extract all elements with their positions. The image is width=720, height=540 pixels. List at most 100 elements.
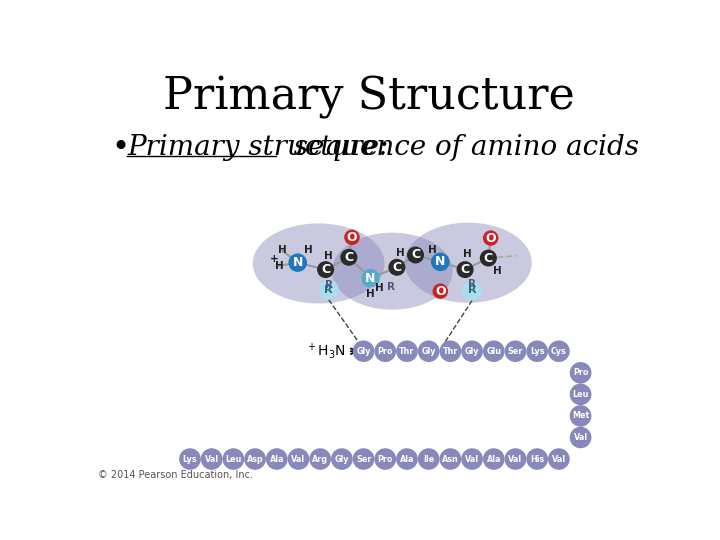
Circle shape xyxy=(462,340,483,362)
Text: Lys: Lys xyxy=(183,455,197,463)
Text: H: H xyxy=(463,249,472,259)
Text: Ala: Ala xyxy=(487,455,501,463)
Circle shape xyxy=(344,230,360,245)
Text: N: N xyxy=(365,272,376,285)
Text: Val: Val xyxy=(508,455,523,463)
Circle shape xyxy=(317,261,334,278)
Text: H: H xyxy=(278,245,287,255)
Circle shape xyxy=(431,253,449,271)
Circle shape xyxy=(548,340,570,362)
Text: Arg: Arg xyxy=(312,455,328,463)
Circle shape xyxy=(179,448,201,470)
Text: O: O xyxy=(346,231,357,244)
Text: C: C xyxy=(392,261,402,274)
Text: H: H xyxy=(395,248,405,258)
Text: Leu: Leu xyxy=(572,390,589,399)
Text: Val: Val xyxy=(204,455,219,463)
Text: Pro: Pro xyxy=(377,455,393,463)
Text: © 2014 Pearson Education, Inc.: © 2014 Pearson Education, Inc. xyxy=(98,470,253,480)
Circle shape xyxy=(548,448,570,470)
Circle shape xyxy=(388,259,405,276)
Text: Cys: Cys xyxy=(551,347,567,356)
Text: His: His xyxy=(530,455,544,463)
Text: H: H xyxy=(366,289,375,299)
Text: +: + xyxy=(270,254,279,264)
Circle shape xyxy=(287,448,310,470)
Text: $^+$H$_3$N: $^+$H$_3$N xyxy=(305,341,346,361)
Text: H: H xyxy=(492,266,501,276)
Circle shape xyxy=(526,340,548,362)
Circle shape xyxy=(396,448,418,470)
Circle shape xyxy=(462,448,483,470)
Circle shape xyxy=(570,383,591,405)
Text: Gly: Gly xyxy=(465,347,480,356)
Text: Asn: Asn xyxy=(442,455,459,463)
Text: Met: Met xyxy=(572,411,589,421)
Circle shape xyxy=(570,362,591,383)
Circle shape xyxy=(289,253,307,272)
Text: H: H xyxy=(324,251,333,261)
Circle shape xyxy=(244,448,266,470)
Text: H: H xyxy=(428,245,437,254)
Ellipse shape xyxy=(332,233,453,309)
Circle shape xyxy=(353,340,374,362)
Text: C: C xyxy=(321,263,330,276)
Text: C: C xyxy=(461,263,469,276)
Text: sequence of amino acids: sequence of amino acids xyxy=(276,134,639,161)
Text: R: R xyxy=(387,281,395,292)
Text: Val: Val xyxy=(292,455,305,463)
Circle shape xyxy=(483,340,505,362)
Circle shape xyxy=(396,340,418,362)
Text: C: C xyxy=(484,252,493,265)
Circle shape xyxy=(361,269,380,287)
Text: Ala: Ala xyxy=(400,455,414,463)
Circle shape xyxy=(407,247,424,264)
Text: Ala: Ala xyxy=(269,455,284,463)
Text: C: C xyxy=(411,248,420,261)
Circle shape xyxy=(505,340,526,362)
Text: Val: Val xyxy=(574,433,588,442)
Text: Thr: Thr xyxy=(400,347,415,356)
Circle shape xyxy=(526,448,548,470)
Circle shape xyxy=(439,340,462,362)
Text: Gly: Gly xyxy=(421,347,436,356)
Ellipse shape xyxy=(405,222,532,303)
Text: Ser: Ser xyxy=(508,347,523,356)
Text: C: C xyxy=(344,251,354,264)
Text: Primary Structure: Primary Structure xyxy=(163,76,575,119)
Text: Leu: Leu xyxy=(225,455,242,463)
Text: Thr: Thr xyxy=(443,347,458,356)
Text: R: R xyxy=(468,279,476,289)
Text: Ile: Ile xyxy=(423,455,434,463)
Circle shape xyxy=(374,340,396,362)
Text: N: N xyxy=(435,255,446,268)
Circle shape xyxy=(456,261,474,278)
Text: Gly: Gly xyxy=(356,347,371,356)
Text: H: H xyxy=(375,283,384,293)
Text: R: R xyxy=(468,286,477,295)
Circle shape xyxy=(418,340,439,362)
Text: O: O xyxy=(485,232,496,245)
Text: Glu: Glu xyxy=(486,347,501,356)
Text: N: N xyxy=(292,256,303,269)
Circle shape xyxy=(310,448,331,470)
Text: Val: Val xyxy=(465,455,479,463)
Circle shape xyxy=(570,427,591,448)
Circle shape xyxy=(374,448,396,470)
Circle shape xyxy=(433,284,448,299)
Circle shape xyxy=(331,448,353,470)
Circle shape xyxy=(201,448,222,470)
Text: •: • xyxy=(112,133,130,163)
Text: Ser: Ser xyxy=(356,455,372,463)
Circle shape xyxy=(341,249,357,266)
Text: Pro: Pro xyxy=(377,347,393,356)
Circle shape xyxy=(505,448,526,470)
Text: Pro: Pro xyxy=(573,368,588,377)
Ellipse shape xyxy=(253,224,384,303)
Text: Lys: Lys xyxy=(530,347,544,356)
Text: R: R xyxy=(325,285,333,295)
Text: H: H xyxy=(275,261,284,271)
Circle shape xyxy=(418,448,439,470)
Text: Primary structure:: Primary structure: xyxy=(127,134,389,161)
Circle shape xyxy=(483,448,505,470)
